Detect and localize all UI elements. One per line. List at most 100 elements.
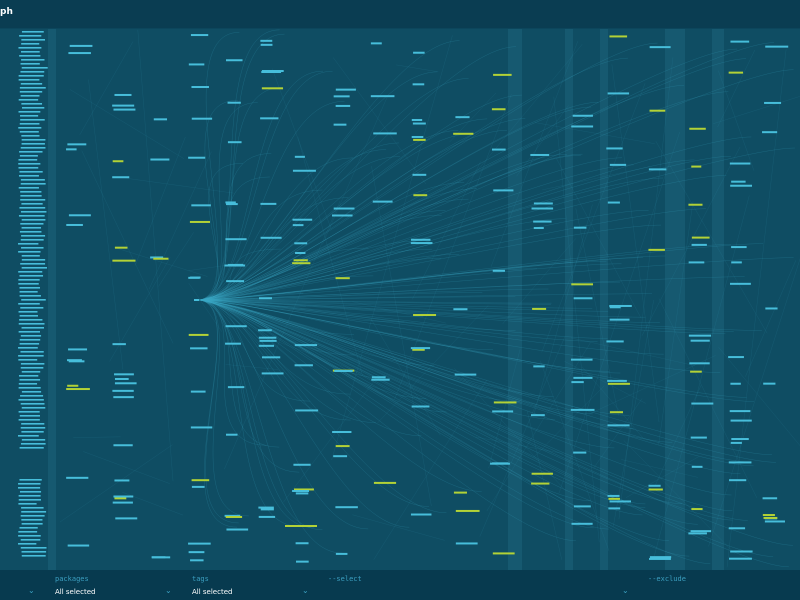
node bbox=[571, 522, 593, 525]
edge bbox=[196, 248, 281, 301]
edge bbox=[196, 296, 516, 301]
edge bbox=[196, 244, 732, 301]
chevron[interactable]: ⌄ bbox=[28, 586, 35, 595]
node bbox=[20, 239, 44, 241]
edge bbox=[196, 46, 516, 301]
node bbox=[18, 359, 38, 361]
node bbox=[18, 243, 39, 245]
node bbox=[571, 125, 594, 128]
edge bbox=[196, 157, 623, 301]
chevron[interactable]: ⌄ bbox=[622, 586, 629, 595]
edge bbox=[371, 165, 432, 506]
node bbox=[691, 236, 710, 239]
edge bbox=[718, 70, 755, 171]
node bbox=[764, 520, 785, 523]
node bbox=[295, 409, 319, 412]
edge bbox=[196, 299, 300, 473]
node bbox=[114, 246, 128, 249]
node bbox=[18, 47, 42, 49]
lineage-graph[interactable] bbox=[0, 29, 800, 570]
node bbox=[226, 280, 245, 283]
edge bbox=[196, 299, 726, 334]
node bbox=[728, 461, 752, 464]
filter-value[interactable]: All selected bbox=[192, 588, 233, 596]
edge bbox=[196, 257, 794, 301]
node bbox=[225, 515, 243, 518]
node bbox=[188, 63, 205, 66]
node bbox=[20, 547, 47, 549]
node bbox=[114, 382, 137, 385]
chevron[interactable]: ⌄ bbox=[302, 586, 309, 595]
node bbox=[453, 132, 474, 135]
edge bbox=[196, 299, 673, 443]
edge bbox=[196, 71, 333, 301]
node bbox=[688, 203, 703, 206]
node bbox=[19, 415, 40, 417]
node bbox=[21, 255, 40, 257]
edge bbox=[196, 299, 351, 395]
node bbox=[188, 333, 209, 336]
node bbox=[114, 479, 130, 482]
node bbox=[18, 175, 39, 177]
edge bbox=[196, 42, 774, 301]
edge bbox=[196, 299, 732, 496]
node bbox=[18, 531, 38, 533]
node bbox=[191, 204, 211, 207]
edge-band bbox=[665, 29, 685, 570]
node bbox=[608, 497, 620, 500]
filter-label: tags bbox=[192, 575, 209, 583]
node bbox=[67, 544, 90, 547]
node bbox=[20, 183, 46, 185]
node bbox=[688, 334, 712, 337]
chevron[interactable]: ⌄ bbox=[165, 586, 172, 595]
node bbox=[225, 201, 236, 204]
edge bbox=[196, 299, 610, 530]
node bbox=[411, 405, 430, 408]
node bbox=[691, 165, 702, 168]
edge bbox=[196, 94, 522, 301]
node bbox=[492, 269, 505, 272]
edge bbox=[196, 188, 477, 301]
edge bbox=[196, 299, 516, 331]
edge bbox=[224, 200, 341, 470]
edge bbox=[658, 201, 694, 445]
node bbox=[19, 447, 44, 449]
filter-value[interactable]: All selected bbox=[55, 588, 96, 596]
node bbox=[190, 34, 209, 37]
edge bbox=[196, 299, 552, 304]
edge bbox=[196, 136, 752, 301]
node bbox=[571, 381, 584, 384]
node bbox=[285, 525, 317, 527]
node bbox=[730, 282, 751, 285]
edge bbox=[196, 189, 323, 301]
node bbox=[153, 257, 169, 260]
edge bbox=[618, 57, 674, 519]
node bbox=[115, 517, 138, 520]
node bbox=[260, 202, 277, 205]
node bbox=[18, 159, 38, 161]
node bbox=[18, 75, 44, 77]
node bbox=[21, 423, 45, 425]
node bbox=[20, 195, 42, 197]
node bbox=[607, 201, 620, 204]
node bbox=[19, 339, 41, 341]
node bbox=[69, 44, 93, 47]
edge bbox=[196, 299, 683, 504]
filter-bar: ⌄ packages All selected ⌄ tags All selec… bbox=[0, 570, 800, 600]
node bbox=[609, 318, 630, 321]
node bbox=[21, 103, 43, 105]
node bbox=[609, 163, 627, 166]
node bbox=[19, 131, 39, 133]
edge bbox=[196, 299, 311, 402]
edge bbox=[83, 451, 170, 484]
node bbox=[335, 552, 348, 555]
node bbox=[225, 433, 238, 436]
node bbox=[607, 494, 620, 497]
node bbox=[191, 485, 205, 488]
node bbox=[21, 59, 45, 61]
node bbox=[606, 340, 624, 343]
node bbox=[112, 160, 124, 163]
node bbox=[609, 304, 632, 307]
node bbox=[226, 203, 238, 206]
node bbox=[731, 261, 742, 264]
